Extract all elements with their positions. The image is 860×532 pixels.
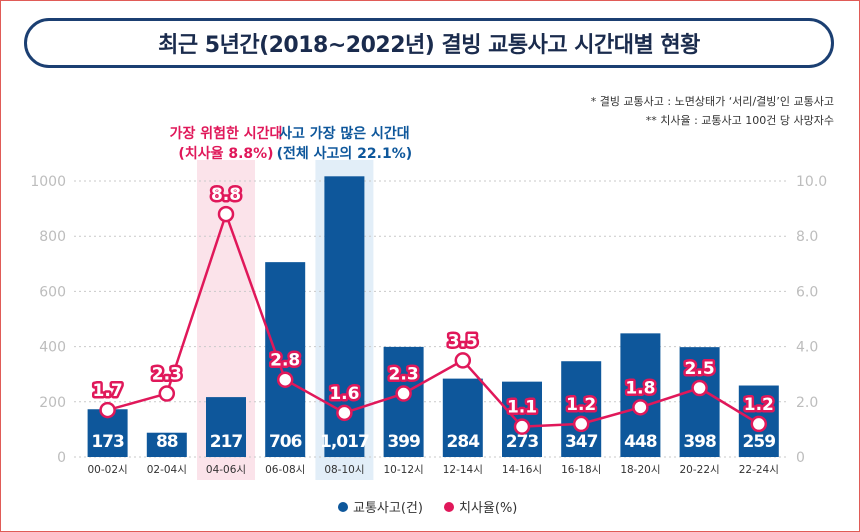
bar: [679, 347, 720, 457]
bar-value-label: 284: [447, 432, 481, 452]
line-value-label: 3.5: [448, 331, 478, 351]
x-tick-label: 04-06시: [206, 464, 246, 476]
x-tick-label: 06-08시: [265, 464, 305, 476]
highlight-annotation: (전체 사고의 22.1%): [277, 145, 413, 162]
left-axis-tick-label: 800: [39, 229, 66, 245]
bar-value-label: 88: [156, 432, 178, 452]
x-tick-label: 12-14시: [443, 464, 483, 476]
line-value-label: 8.8: [211, 185, 241, 205]
x-tick-label: 22-24시: [739, 464, 779, 476]
line-point: [336, 404, 353, 422]
line-point: [572, 415, 590, 433]
bar-value-label: 448: [624, 432, 657, 452]
fatality-rate-line: [107, 212, 760, 428]
line-value-label: 1.6: [329, 384, 359, 404]
x-tick-label: 18-20시: [620, 464, 660, 476]
x-tick-label: 20-22시: [680, 464, 720, 476]
bar-value-label: 273: [506, 432, 539, 452]
bar: [561, 361, 602, 457]
legend-swatch-line: [444, 502, 454, 512]
legend-swatch-bar: [338, 502, 348, 512]
line-point: [513, 418, 531, 435]
x-tick-label: 10-12시: [384, 464, 424, 476]
right-axis-tick-label: 10.0: [796, 174, 827, 190]
right-axis-tick-label: 6.0: [796, 284, 818, 300]
bar-value-label: 259: [743, 432, 776, 452]
bar-value-label: 399: [387, 432, 420, 452]
line-value-label: 2.8: [270, 351, 300, 371]
x-tick-label: 16-18시: [561, 464, 601, 476]
footnote-2: ** 치사율 : 교통사고 100건 당 사망자수: [645, 114, 834, 127]
left-axis-tick-label: 0: [57, 450, 66, 466]
line-value-label: 2.3: [152, 365, 182, 385]
line-value-label: 2.5: [685, 359, 715, 379]
bar-value-label: 706: [269, 432, 302, 452]
footnote-1: * 결빙 교통사고 : 노면상태가 ‘서리/결빙’인 교통사고: [590, 95, 834, 108]
line-value-label: 1.8: [625, 378, 655, 398]
bar-value-label: 173: [91, 432, 124, 452]
line-value-label: 1.2: [566, 395, 596, 415]
line-value-label: 2.3: [389, 365, 419, 385]
left-axis-tick-label: 200: [39, 395, 66, 411]
left-axis-tick-label: 1000: [30, 174, 66, 190]
line-point: [632, 399, 649, 416]
left-axis-tick-label: 600: [39, 284, 66, 300]
line-point: [217, 205, 235, 223]
line-point: [691, 379, 708, 397]
highlight-annotation: 가장 위험한 시간대: [170, 125, 283, 142]
x-tick-label: 14-16시: [502, 464, 542, 476]
right-axis-tick-label: 0: [796, 450, 805, 466]
bar-value-label: 217: [210, 432, 243, 452]
bar-value-label: 1,017: [320, 432, 369, 452]
legend-label: 교통사고(건): [353, 501, 423, 516]
x-tick-label: 00-02시: [88, 464, 128, 476]
right-axis-tick-label: 4.0: [796, 340, 818, 356]
right-axis-tick-label: 8.0: [796, 229, 818, 245]
x-tick-label: 02-04시: [147, 464, 187, 476]
line-point: [99, 401, 116, 419]
bar: [620, 333, 661, 457]
line-value-label: 1.7: [93, 381, 123, 401]
left-axis-tick-label: 400: [39, 340, 66, 356]
bar: [265, 262, 306, 457]
right-axis-tick-label: 2.0: [796, 395, 818, 411]
line-point: [750, 415, 768, 433]
line-value-label: 1.2: [744, 395, 774, 415]
bar-value-label: 398: [683, 432, 716, 452]
line-point: [395, 385, 412, 402]
highlight-annotation: (치사율 8.8%): [178, 145, 273, 162]
bar: [383, 346, 424, 457]
legend-label: 치사율(%): [459, 501, 517, 516]
x-tick-label: 08-10시: [324, 464, 364, 476]
bar: [146, 432, 187, 457]
bar: [206, 397, 246, 457]
line-point: [454, 352, 472, 369]
bar-value-label: 347: [565, 432, 598, 452]
title-banner: 최근 5년간(2018~2022년) 결빙 교통사고 시간대별 현황: [24, 18, 834, 68]
bar: [442, 378, 483, 457]
chart-title: 최근 5년간(2018~2022년) 결빙 교통사고 시간대별 현황: [158, 33, 700, 58]
line-point: [158, 385, 176, 402]
line-value-label: 1.1: [507, 398, 537, 418]
highlight-annotation: 사고 가장 많은 시간대: [279, 125, 410, 142]
line-point: [276, 371, 294, 388]
